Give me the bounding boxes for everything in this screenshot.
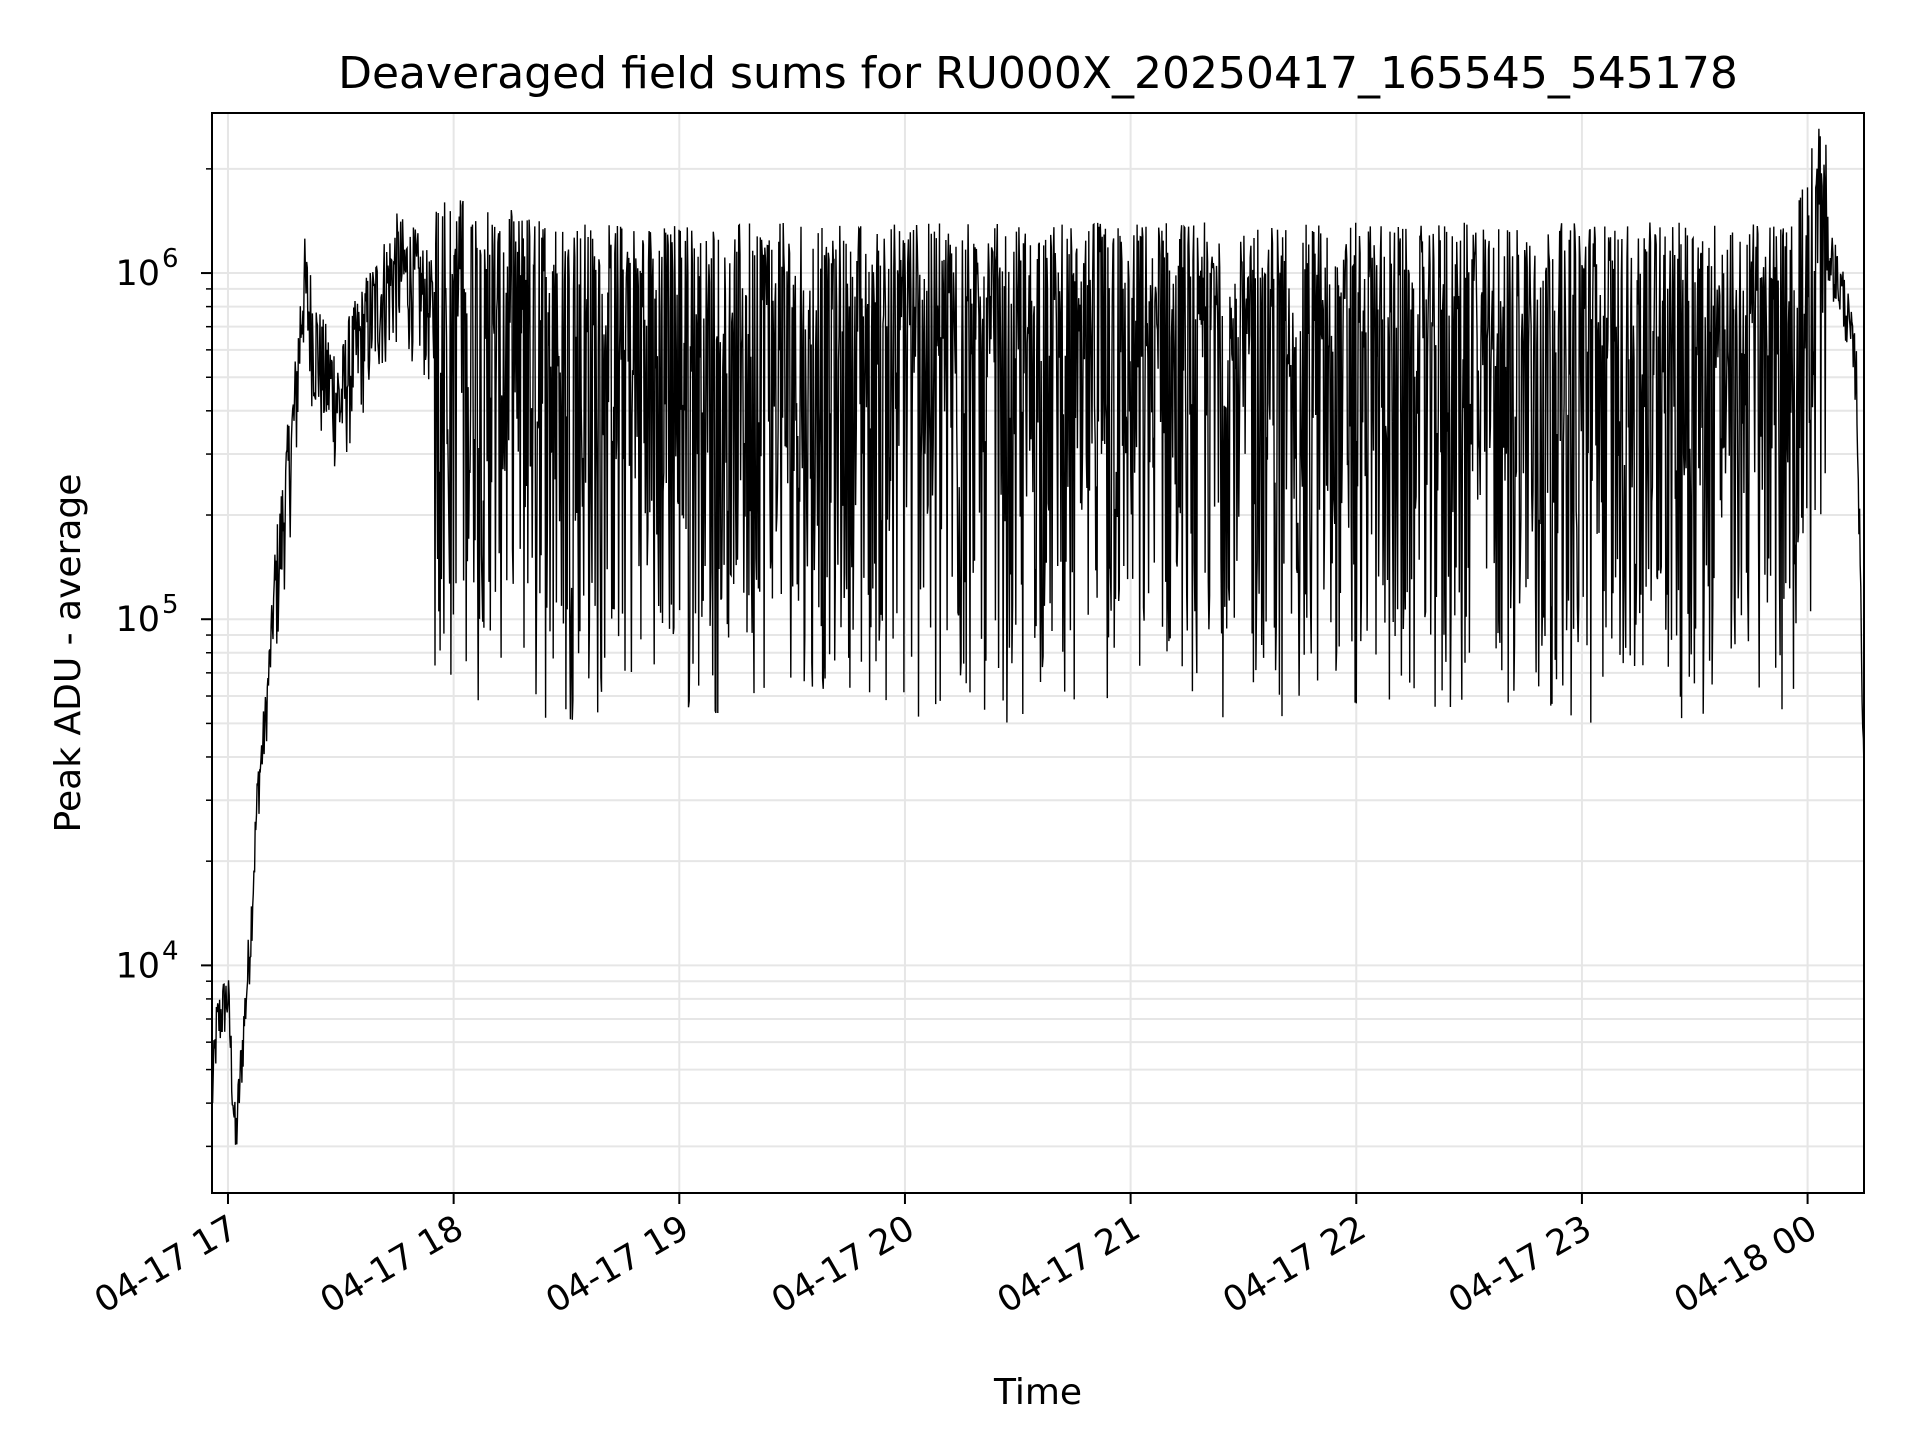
y-axis-label: Peak ADU - average [48, 474, 89, 833]
series-path [211, 128, 1865, 1145]
y-tick-label: 10 [115, 600, 160, 640]
x-axis-label: Time [993, 1372, 1082, 1413]
y-tick-exponent: 6 [162, 244, 179, 274]
y-tick-label: 10 [115, 946, 160, 986]
y-tick-exponent: 5 [162, 590, 179, 620]
y-tick-exponent: 4 [162, 936, 179, 966]
y-tick-label: 10 [115, 254, 160, 294]
chart-title: Deaveraged field sums for RU000X_2025041… [338, 48, 1738, 99]
series-line [211, 128, 1865, 1145]
